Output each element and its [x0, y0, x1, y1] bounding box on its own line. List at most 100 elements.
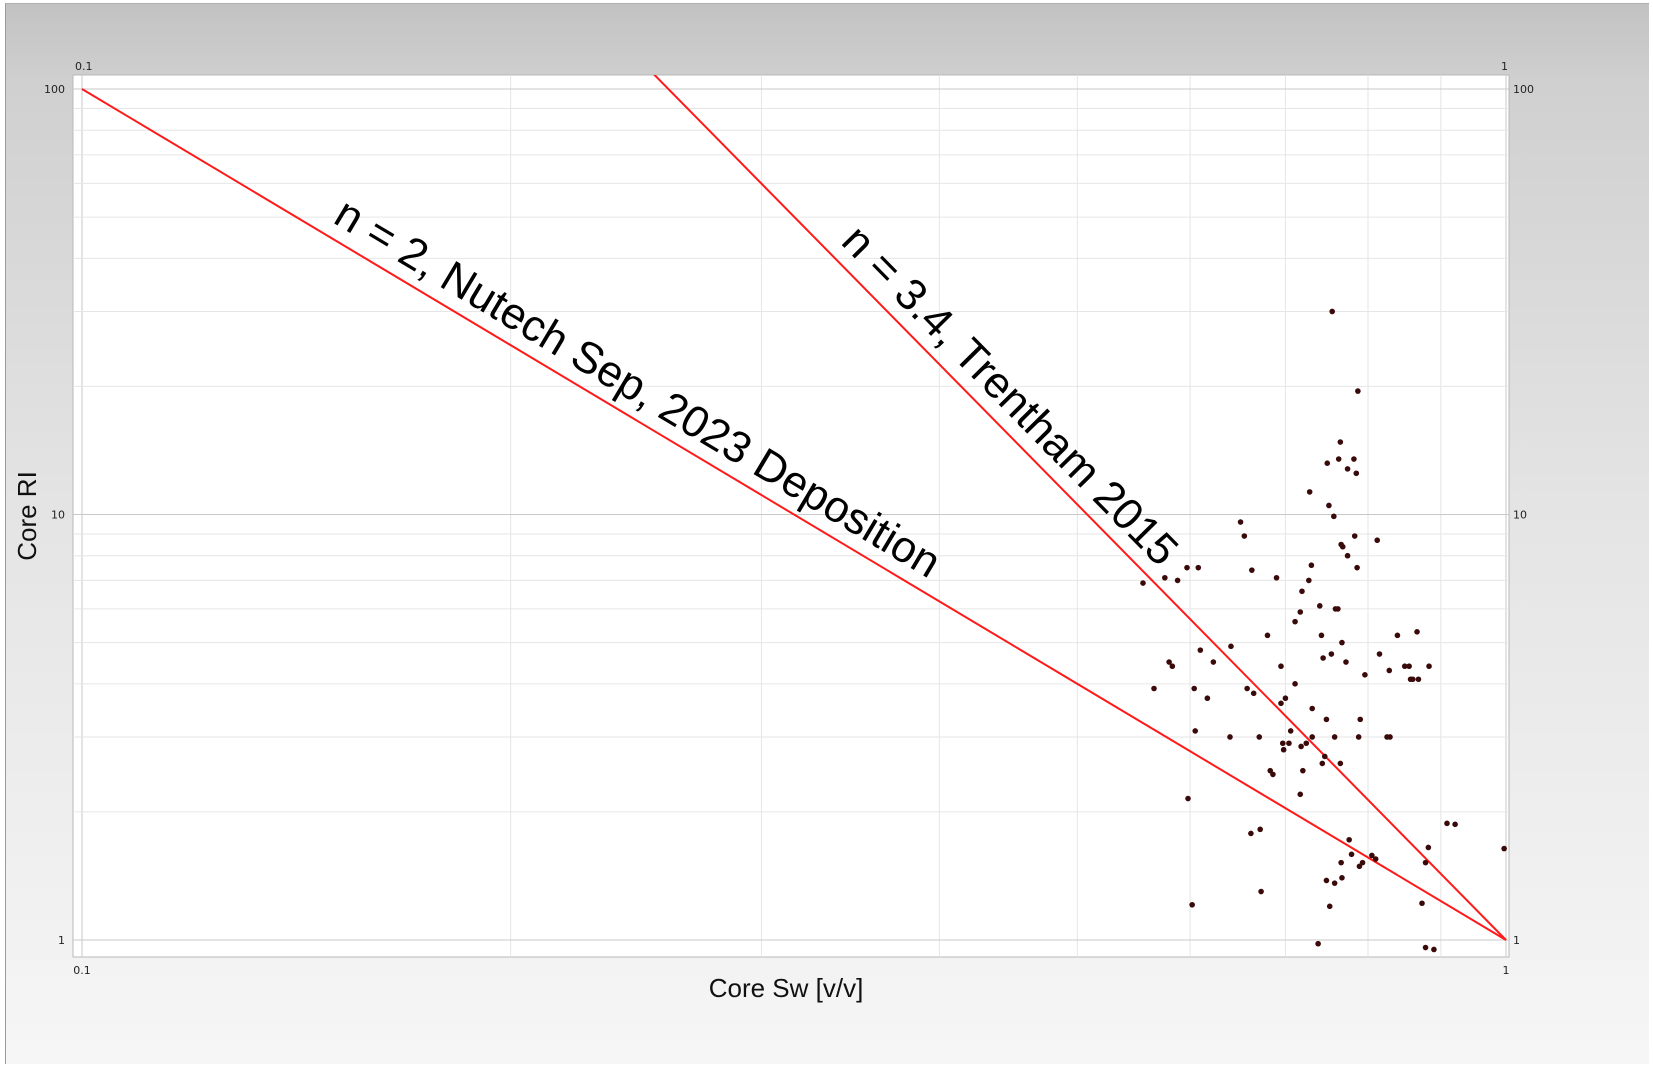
data-point	[1315, 940, 1321, 947]
data-points	[1140, 308, 1507, 953]
data-point	[1323, 716, 1330, 723]
data-point	[1292, 681, 1298, 687]
data-point	[1282, 695, 1289, 702]
data-point	[1376, 651, 1383, 657]
data-point	[1344, 552, 1351, 559]
data-point	[1331, 734, 1338, 740]
data-point	[1331, 880, 1338, 886]
data-point	[1338, 541, 1344, 548]
data-point	[1237, 519, 1244, 525]
data-point	[1278, 700, 1284, 707]
data-point	[1166, 659, 1172, 665]
data-point	[1338, 859, 1344, 866]
data-point	[1286, 740, 1292, 747]
data-point	[1444, 820, 1450, 827]
data-point	[1320, 655, 1326, 661]
y-tick-label: 100	[44, 83, 65, 96]
data-point	[1362, 672, 1368, 678]
data-point	[1337, 760, 1344, 767]
data-point	[1264, 632, 1271, 639]
data-point	[1394, 632, 1401, 639]
data-point	[1386, 667, 1393, 674]
data-point	[1298, 743, 1304, 750]
x-axis-title: Core Sw [v/v]	[709, 973, 864, 1003]
data-point	[1174, 577, 1181, 584]
data-point	[1401, 663, 1408, 670]
data-point	[1422, 859, 1429, 866]
x-tick-label: 0.1	[73, 964, 91, 977]
y-axis-title: Core RI	[12, 471, 42, 561]
data-point	[1324, 460, 1331, 466]
data-point	[1348, 851, 1355, 858]
data-point	[1228, 643, 1234, 650]
data-point	[1300, 767, 1306, 774]
y-right-tick-label: 100	[1513, 83, 1534, 96]
data-point	[1210, 659, 1217, 665]
data-point	[1501, 845, 1507, 852]
data-point	[1297, 609, 1304, 615]
data-point	[1162, 574, 1168, 581]
data-point	[1354, 564, 1360, 571]
data-point	[1351, 533, 1358, 539]
data-point	[1299, 588, 1305, 595]
y-right-tick-label: 1	[1513, 934, 1520, 947]
data-point	[1249, 567, 1255, 573]
fit-line-1	[653, 75, 1507, 941]
data-point	[1415, 676, 1422, 683]
data-point	[1328, 651, 1335, 657]
data-point	[1316, 603, 1323, 609]
data-point	[1319, 760, 1326, 767]
data-point	[1406, 663, 1412, 670]
data-point	[1189, 901, 1195, 908]
data-point	[1292, 618, 1298, 625]
x-top-tick-label: 1	[1501, 60, 1508, 73]
data-point	[1195, 564, 1202, 571]
data-point	[1329, 308, 1335, 315]
data-point	[1426, 663, 1432, 670]
data-point	[1287, 728, 1294, 734]
data-point	[1256, 734, 1263, 740]
y-tick-label: 1	[58, 934, 65, 947]
y-right-tick-label: 10	[1513, 509, 1527, 522]
data-point	[1151, 685, 1157, 692]
data-point	[1344, 466, 1351, 472]
x-top-tick-label: 0.1	[75, 60, 93, 73]
data-point	[1369, 852, 1375, 859]
data-point	[1192, 728, 1199, 734]
data-point	[1351, 456, 1357, 462]
data-point	[1414, 629, 1420, 635]
chart-panel: 0.1 1 0.1 1 100 100 10 10 1 1 n = 2, Nutech Sep, …	[5, 3, 1649, 1064]
data-point	[1339, 639, 1345, 646]
data-point	[1303, 740, 1310, 747]
data-point	[1270, 771, 1276, 778]
data-point	[1346, 836, 1352, 843]
data-point	[1308, 562, 1315, 569]
data-point	[1343, 659, 1349, 665]
data-point	[1318, 632, 1325, 639]
data-point	[1407, 676, 1414, 683]
data-point	[1422, 944, 1429, 951]
data-point	[1273, 574, 1280, 581]
data-point	[1197, 647, 1204, 653]
data-point	[1359, 859, 1366, 866]
data-point	[1357, 716, 1364, 723]
grid-lines	[73, 75, 1509, 957]
data-point	[1335, 456, 1342, 462]
data-point	[1140, 580, 1146, 586]
fit-lines	[81, 75, 1507, 941]
data-point	[1339, 875, 1345, 881]
data-point	[1306, 489, 1313, 495]
data-point	[1204, 695, 1211, 702]
data-point	[1431, 946, 1437, 953]
data-point	[1355, 388, 1361, 394]
data-point	[1244, 685, 1250, 692]
fit-line-0	[81, 88, 1507, 941]
data-point	[1184, 564, 1190, 571]
data-point	[1335, 606, 1341, 612]
data-point	[1250, 690, 1257, 697]
data-point	[1321, 753, 1328, 760]
y-tick-label: 10	[51, 509, 65, 522]
x-tick-label: 1	[1503, 964, 1510, 977]
data-point	[1353, 470, 1360, 477]
